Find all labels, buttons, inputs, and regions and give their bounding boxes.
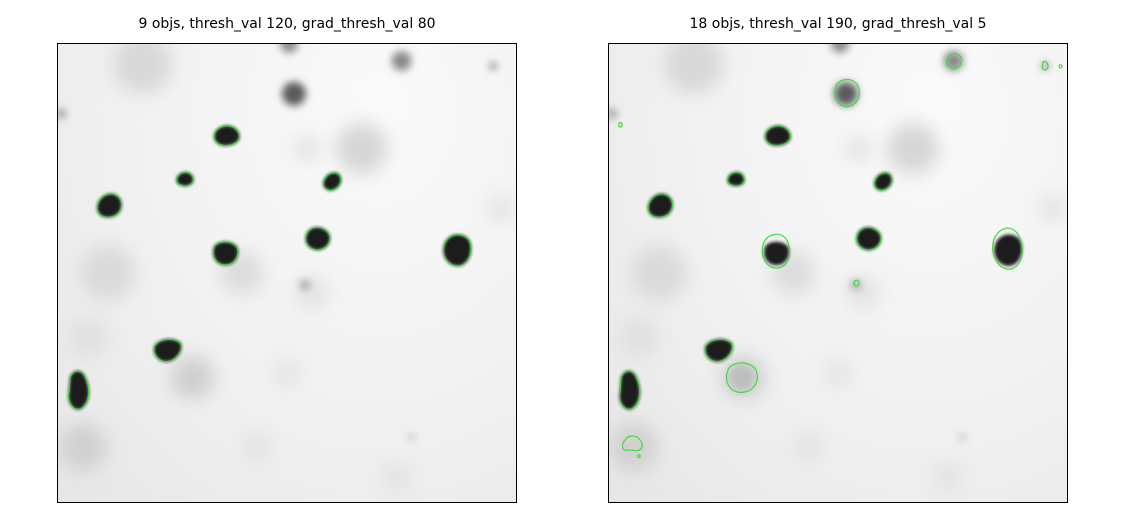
cell-clusters [619, 125, 1023, 410]
panel-1-micrograph [58, 44, 516, 494]
segmentation-contours [67, 125, 472, 411]
panel-2-image [608, 43, 1068, 503]
grey-blobs [58, 44, 498, 442]
cell-clusters [68, 125, 472, 410]
background-blobs [609, 44, 1067, 494]
panel-1-image [57, 43, 517, 503]
panel-2-title: 18 objs, thresh_val 190, grad_thresh_val… [689, 16, 987, 32]
panel-1-title: 9 objs, thresh_val 120, grad_thresh_val … [138, 16, 436, 32]
segmentation-contours [618, 52, 1063, 459]
background-blobs [58, 44, 516, 494]
panel-2-micrograph [609, 44, 1067, 494]
